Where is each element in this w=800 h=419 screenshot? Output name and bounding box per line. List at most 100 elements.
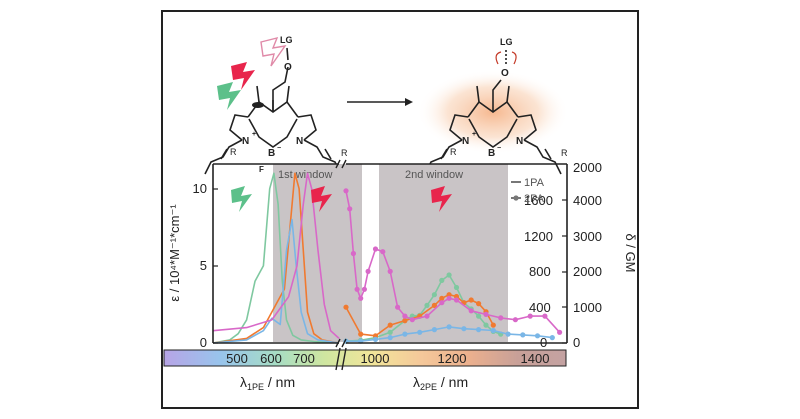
two-photon-point-blue [549, 335, 555, 341]
legend-2pa-dot [513, 195, 519, 201]
two-photon-point-blue [520, 332, 526, 338]
two-photon-point-orange [476, 301, 482, 307]
left-tick-label: 5 [200, 258, 207, 273]
two-photon-point-orange [446, 292, 452, 298]
two-photon-point-pink [512, 317, 518, 323]
right-outer-tick-label: 0 [573, 335, 580, 350]
second-window-label: 2nd window [405, 169, 463, 181]
two-photon-point-green [387, 329, 393, 335]
two-photon-point-blue [446, 324, 452, 330]
chart-lightning-red2-icon [431, 186, 452, 212]
two-photon-point-blue [402, 331, 408, 337]
two-photon-point-orange [490, 322, 496, 328]
two-photon-point-pink [557, 329, 563, 335]
two-photon-point-blue [476, 327, 482, 333]
right-outer-tick-label: 2000 [573, 160, 602, 175]
two-photon-point-pink [402, 313, 408, 319]
electron-arrow-left [495, 51, 502, 65]
right-outer-tick-label: 1000 [573, 300, 602, 315]
after-nitrogen-right-label: N [516, 136, 523, 147]
two-photon-point-pink [446, 295, 452, 301]
two-photon-point-pink [365, 268, 371, 274]
boron-charge-label: − [277, 145, 281, 152]
x2-tick-label: 1200 [438, 351, 467, 366]
after-nitrogen-left-label: N [462, 136, 469, 147]
lg-label: LG [280, 35, 293, 45]
two-photon-point-blue [490, 327, 496, 334]
nitrogen-right-label: N [296, 136, 303, 147]
two-photon-point-pink [453, 297, 460, 303]
two-photon-point-blue [505, 331, 511, 337]
x2-axis-label: λ2PE / nm [413, 374, 468, 392]
two-photon-point-pink [347, 206, 353, 212]
two-photon-point-blue [534, 333, 541, 339]
axis-break-bottom [335, 338, 347, 348]
one-photon-series-line-pink [212, 172, 340, 339]
left-axis-label: ε / 10⁴*M⁻¹*cm⁻¹ [167, 204, 182, 302]
fluorine-a-label: F [259, 165, 264, 174]
two-photon-point-pink [387, 268, 393, 274]
two-photon-point-orange [402, 318, 408, 324]
after-charge-plus-label: + [472, 131, 476, 138]
one-photon-series-line-blue [212, 218, 340, 344]
two-photon-point-pink [361, 286, 367, 292]
after-lg-label: LG [500, 37, 513, 47]
two-photon-point-pink [409, 317, 415, 323]
lightning-pink-icon [260, 36, 287, 67]
two-photon-point-pink [395, 304, 401, 310]
spectrum-bar [163, 349, 567, 367]
r-right-label: R [341, 148, 348, 158]
right-axis-label: δ / GM [623, 233, 637, 272]
x1-tick-label: 500 [226, 351, 248, 366]
one-photon-series-group [212, 172, 340, 344]
chart: 1st window 2nd window 0 5 10 ε / 10⁴*M⁻¹… [163, 159, 637, 392]
after-oxygen-label: O [501, 68, 509, 79]
x1-axis-label: λ1PE / nm [240, 374, 295, 392]
two-photon-point-blue [417, 329, 423, 335]
two-photon-point-orange [468, 297, 474, 303]
one-photon-series-line-orange [212, 172, 340, 344]
two-photon-point-pink [354, 286, 360, 292]
reaction-scheme: LG O N + N B − F F R R [204, 35, 569, 175]
after-boron-label: B [488, 148, 495, 159]
two-photon-point-pink [424, 313, 430, 319]
left-tick-label: 0 [200, 335, 207, 350]
two-photon-point-green [446, 272, 452, 278]
bodipy-molecule-left [204, 66, 342, 175]
lg-bond [286, 47, 289, 61]
nitrogen-left-label: N [242, 136, 249, 147]
two-photon-point-blue [372, 336, 379, 342]
chart-lightning-red-icon [311, 186, 332, 212]
figure-frame: LG O N + N B − F F R R [161, 10, 639, 409]
x2-tick-label: 1000 [361, 351, 390, 366]
after-boron-charge-label: − [497, 145, 501, 152]
right-inner-tick-label: 0 [540, 335, 547, 350]
left-axis-ticks: 0 5 10 [193, 181, 207, 350]
x1-tick-label: 600 [260, 351, 282, 366]
first-window-label: 1st window [278, 169, 332, 181]
right-outer-tick-label: 2000 [573, 264, 602, 279]
lightning-red-icon [231, 62, 255, 90]
right-inner-tick-label: 1600 [524, 193, 553, 208]
left-tick-label: 10 [193, 181, 207, 196]
two-photon-point-pink [542, 313, 548, 319]
two-photon-point-orange [387, 322, 393, 328]
bodipy-molecule-right [424, 79, 562, 175]
lightning-green-icon [217, 82, 241, 110]
two-photon-point-pink [380, 249, 386, 255]
right-inner-tick-label: 400 [529, 300, 551, 315]
x2-tick-label: 1400 [521, 351, 550, 366]
two-photon-point-green [476, 313, 482, 319]
two-photon-point-blue [387, 335, 393, 341]
two-photon-point-green [439, 277, 445, 283]
right-outer-tick-label: 3000 [573, 229, 602, 244]
two-photon-point-green [483, 322, 489, 328]
two-photon-point-orange [372, 333, 379, 339]
two-photon-series-group [343, 188, 563, 344]
two-photon-point-green [424, 302, 430, 308]
legend-1pa-label: 1PA [524, 177, 545, 189]
two-photon-point-pink [358, 295, 364, 301]
figure-svg: LG O N + N B − F F R R [163, 35, 637, 392]
two-photon-point-orange [431, 302, 437, 308]
right-inner-tick-label: 800 [529, 264, 551, 279]
